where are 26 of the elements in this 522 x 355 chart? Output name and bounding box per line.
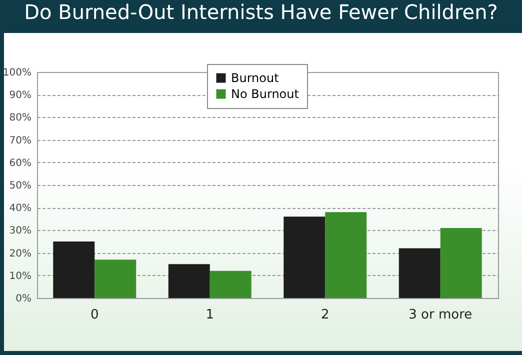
y-tick-label: 80% [9, 112, 32, 124]
x-tick-label: 1 [206, 308, 214, 322]
y-tick-label: 50% [9, 180, 32, 192]
legend-label: No Burnout [231, 87, 300, 101]
y-tick-label: 30% [9, 226, 32, 237]
legend-label: Burnout [231, 71, 280, 85]
bar [284, 216, 326, 298]
y-tick-label: 20% [9, 248, 32, 260]
y-tick-label: 0% [16, 294, 32, 304]
chart-title: Do Burned-Out Internists Have Fewer Children? [0, 0, 522, 33]
bar [440, 228, 482, 298]
y-tick-label: 100% [2, 68, 32, 78]
y-tick-label: 10% [9, 270, 32, 282]
bar [210, 270, 252, 298]
x-tick-label: 3 or more [408, 308, 472, 322]
bar [325, 212, 367, 298]
x-tick-label: 2 [320, 308, 330, 322]
y-tick-label: 40% [9, 203, 32, 214]
x-tick-label: 0 [90, 308, 99, 322]
y-tick-label: 60% [9, 158, 32, 169]
y-tick-label: 90% [9, 90, 32, 102]
y-tick-label: 70% [9, 135, 32, 146]
bar [94, 260, 136, 298]
bar [53, 242, 95, 298]
bar [168, 264, 210, 298]
bar [398, 248, 440, 298]
